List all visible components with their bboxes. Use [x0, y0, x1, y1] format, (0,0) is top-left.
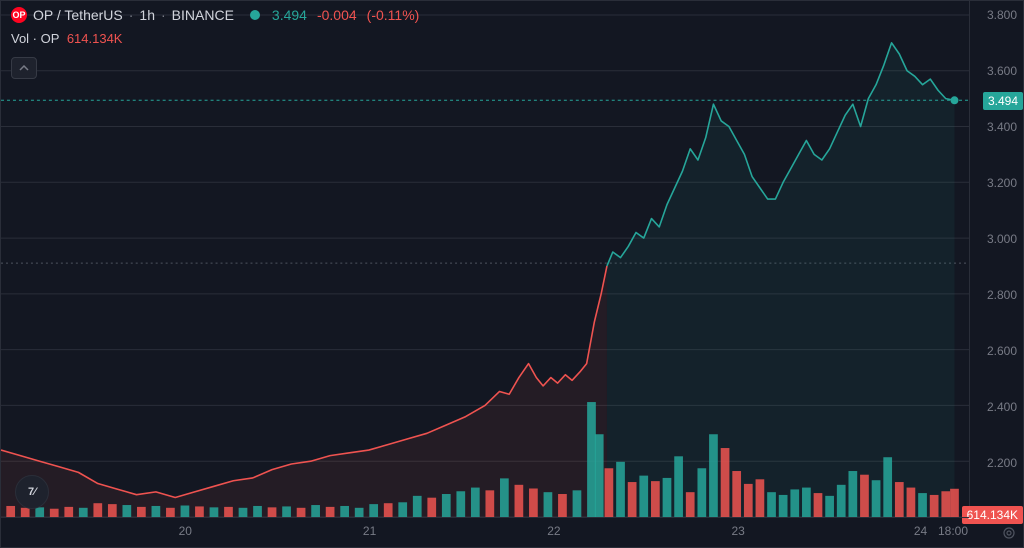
tradingview-logo-icon[interactable]: 7⁄ — [15, 475, 49, 509]
y-tick-label: 3.400 — [987, 120, 1017, 134]
exchange-label: BINANCE — [172, 7, 234, 23]
x-tick-label: 18:00 — [938, 524, 968, 538]
volume-pill: 614.134K — [962, 506, 1023, 524]
separator: · — [161, 7, 166, 23]
chart-header: OP OP / TetherUS · 1h · BINANCE 3.494 -0… — [11, 7, 419, 23]
x-axis[interactable]: 20 21 22 23 24 18:00 — [1, 517, 969, 547]
y-tick-label: 3.600 — [987, 64, 1017, 78]
y-tick-label: 3.200 — [987, 176, 1017, 190]
symbol-icon: OP — [11, 7, 27, 23]
chart-container: OP OP / TetherUS · 1h · BINANCE 3.494 -0… — [0, 0, 1024, 548]
collapse-button[interactable] — [11, 57, 37, 79]
y-axis[interactable]: 2.0002.2002.4002.6002.8003.0003.2003.400… — [969, 1, 1023, 517]
gear-icon[interactable] — [1001, 525, 1017, 541]
plot-area[interactable] — [1, 1, 969, 517]
separator: · — [129, 7, 134, 23]
y-tick-label: 2.400 — [987, 400, 1017, 414]
interval-label[interactable]: 1h — [139, 7, 155, 23]
x-tick-label: 22 — [547, 524, 560, 538]
x-tick-label: 24 — [914, 524, 927, 538]
x-tick-label: 21 — [363, 524, 376, 538]
last-price: 3.494 — [272, 7, 307, 23]
x-tick-label: 20 — [179, 524, 192, 538]
price-pill: 3.494 — [983, 92, 1023, 110]
y-tick-label: 2.800 — [987, 288, 1017, 302]
change-abs: -0.004 — [317, 7, 357, 23]
chevron-up-icon — [19, 65, 29, 71]
volume-legend: Vol · OP 614.134K — [11, 31, 122, 46]
status-dot-icon — [250, 10, 260, 20]
pair-label[interactable]: OP / TetherUS — [33, 7, 123, 23]
change-pct: (-0.11%) — [367, 7, 420, 23]
y-tick-label: 2.600 — [987, 344, 1017, 358]
price-chart — [1, 1, 969, 517]
volume-label: Vol · OP — [11, 31, 59, 46]
volume-value: 614.134K — [67, 31, 123, 46]
y-tick-label: 3.800 — [987, 8, 1017, 22]
x-tick-label: 23 — [732, 524, 745, 538]
y-tick-label: 3.000 — [987, 232, 1017, 246]
y-tick-label: 2.200 — [987, 456, 1017, 470]
